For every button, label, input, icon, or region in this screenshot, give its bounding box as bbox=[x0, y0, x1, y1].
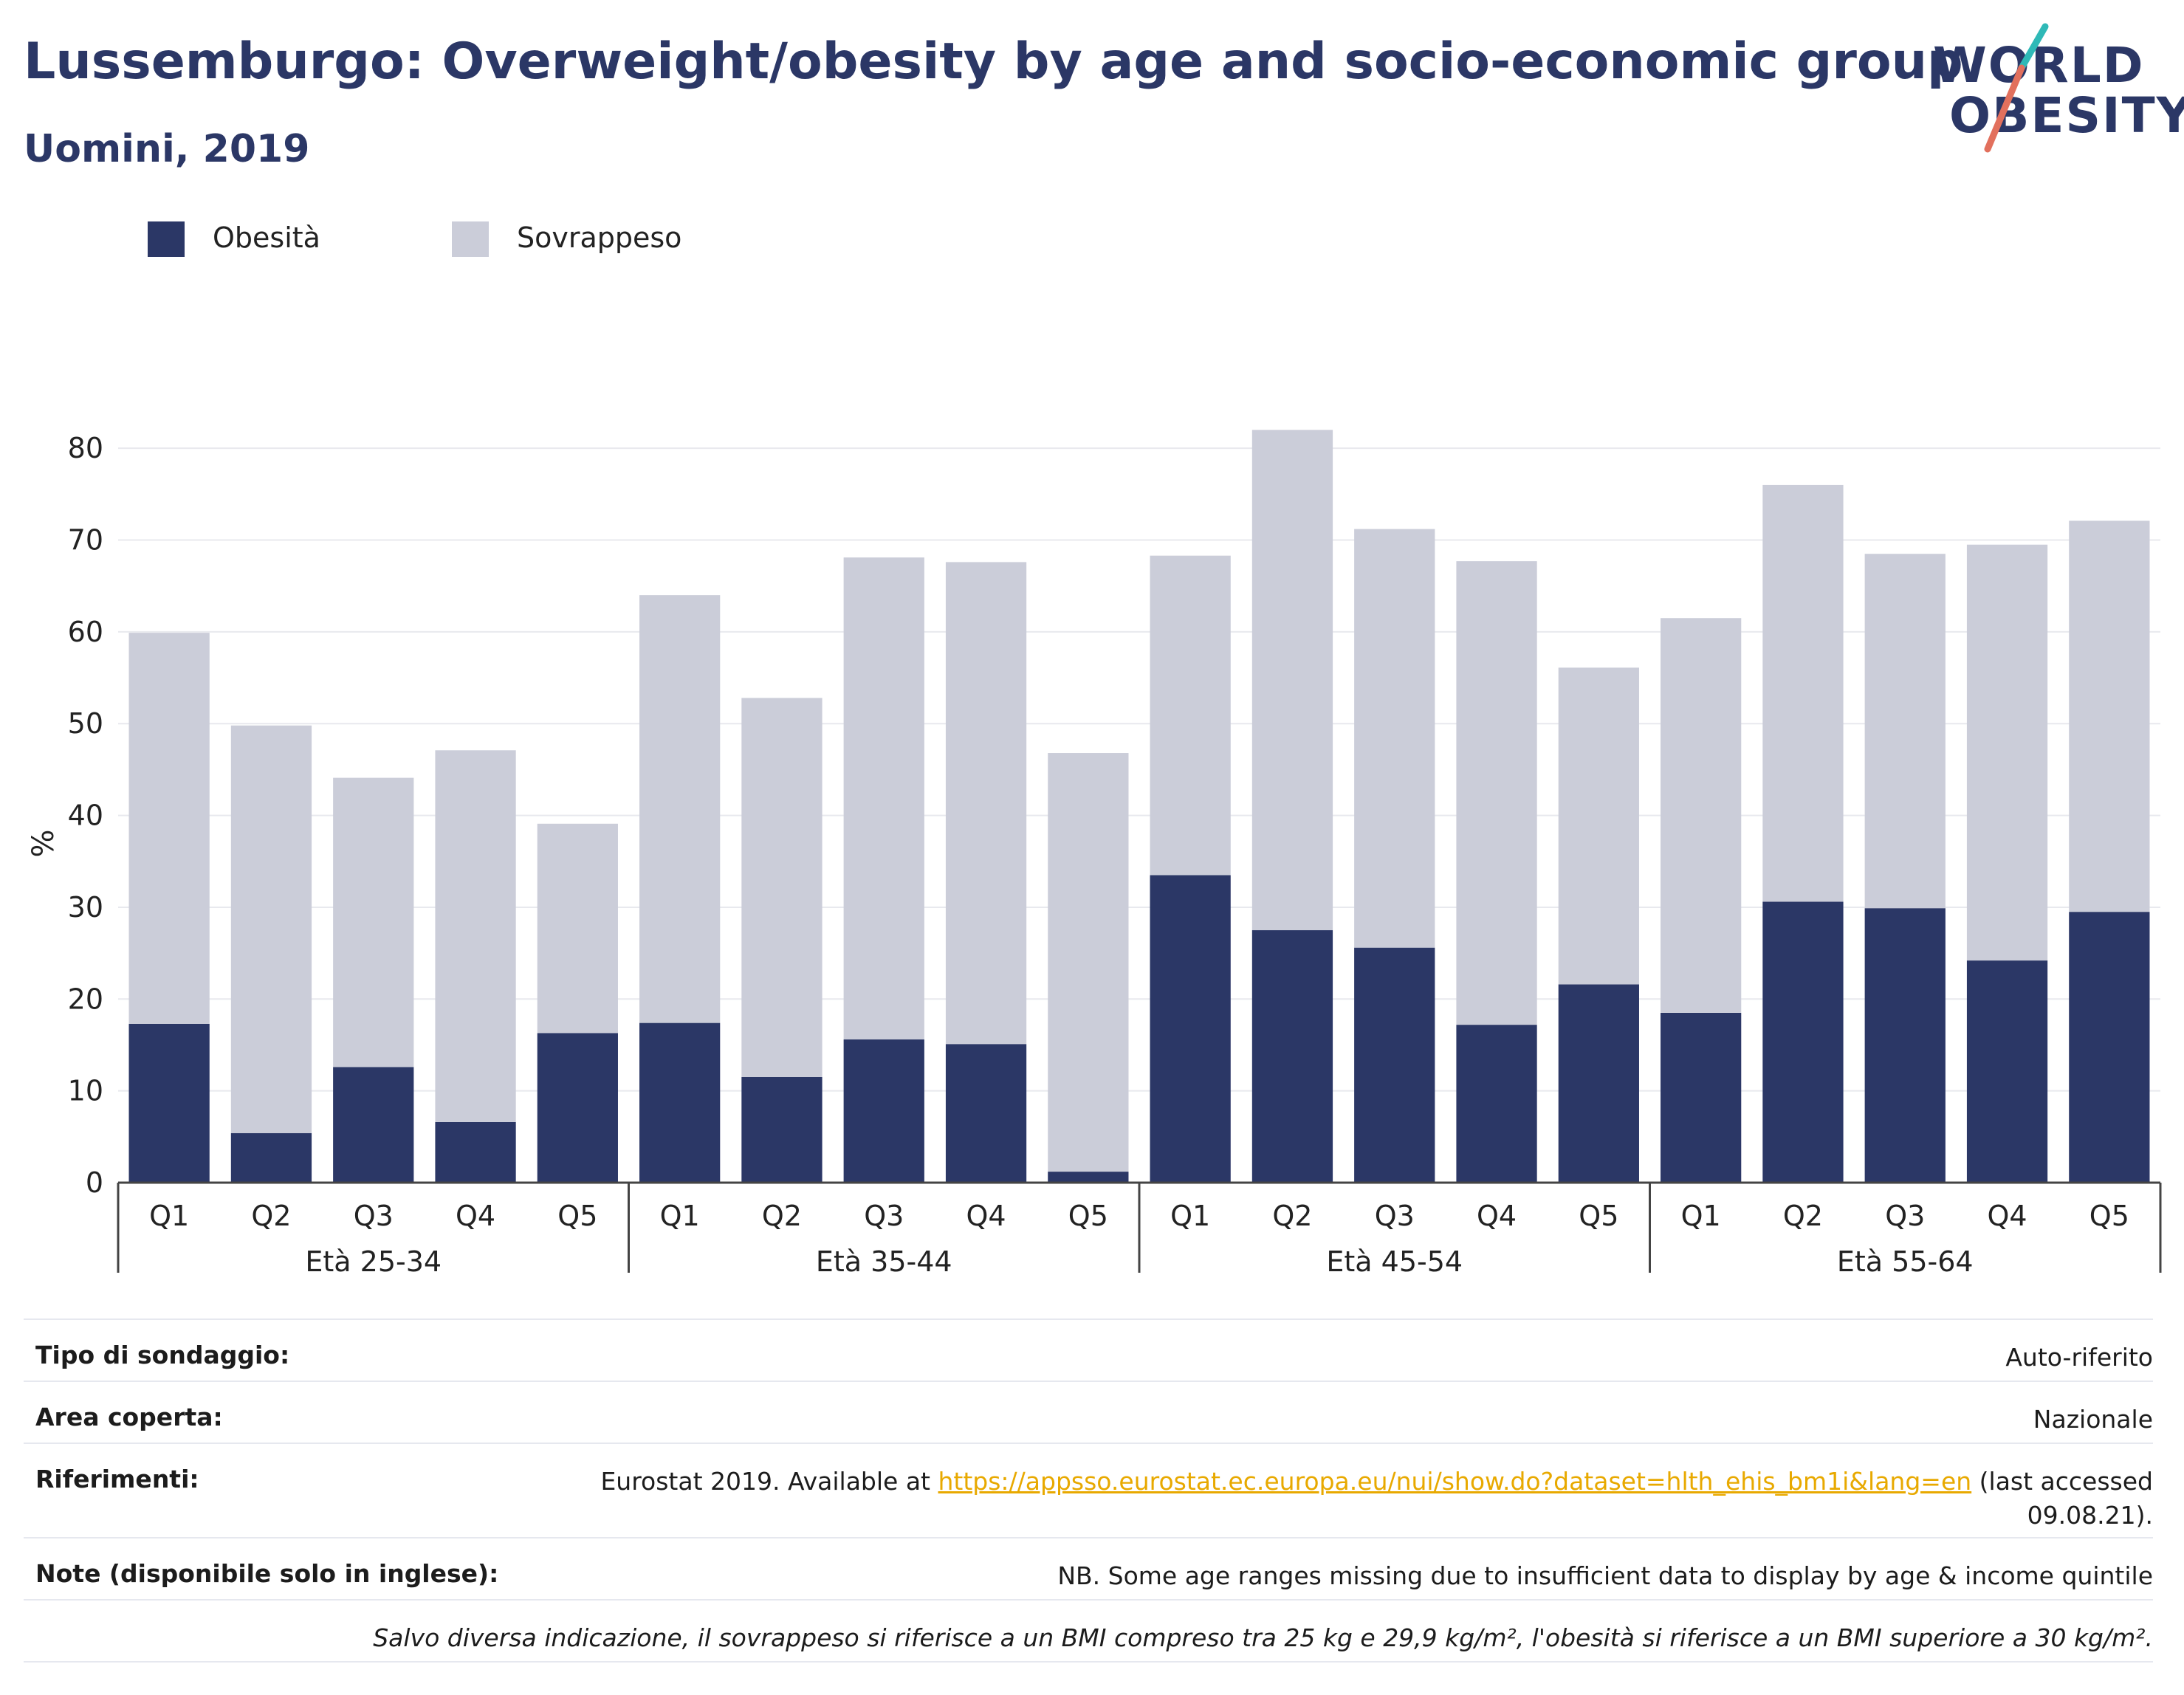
bar-overweight bbox=[946, 562, 1026, 1044]
group-label: Età 35-44 bbox=[816, 1245, 952, 1278]
references-suffix: (last accessed bbox=[1971, 1467, 2153, 1496]
bar-obesity bbox=[2069, 912, 2149, 1183]
info-table: Tipo di sondaggio: Auto-riferito Area co… bbox=[24, 1318, 2153, 1661]
bar-obesity bbox=[1048, 1172, 1128, 1183]
bar-obesity bbox=[1456, 1025, 1536, 1183]
x-tick-label: Q2 bbox=[1272, 1200, 1312, 1232]
bar-obesity bbox=[333, 1067, 413, 1183]
group-label: Età 45-54 bbox=[1326, 1245, 1463, 1278]
bar-obesity bbox=[231, 1133, 312, 1183]
y-tick-label: 80 bbox=[68, 432, 103, 464]
bar-obesity bbox=[1661, 1013, 1741, 1183]
y-tick-label: 20 bbox=[68, 983, 103, 1015]
bar-obesity bbox=[129, 1024, 210, 1183]
bar-overweight bbox=[1865, 554, 1946, 908]
info-row-area: Area coperta: Nazionale bbox=[24, 1381, 2153, 1443]
info-key-survey-type: Tipo di sondaggio: bbox=[35, 1341, 289, 1369]
group-label: Età 25-34 bbox=[305, 1245, 442, 1278]
bar-overweight bbox=[1252, 430, 1333, 930]
y-tick-label: 70 bbox=[68, 524, 103, 557]
info-key-references: Riferimenti: bbox=[35, 1465, 199, 1493]
x-tick-label: Q1 bbox=[1681, 1200, 1721, 1232]
bar-overweight bbox=[538, 824, 618, 1034]
bar-obesity bbox=[639, 1023, 720, 1183]
x-tick-label: Q4 bbox=[1477, 1200, 1517, 1232]
info-value-survey-type: Auto-riferito bbox=[2005, 1341, 2153, 1375]
x-tick-label: Q1 bbox=[149, 1200, 189, 1232]
bar-obesity bbox=[1150, 875, 1231, 1183]
references-link[interactable]: https://appsso.eurostat.ec.europa.eu/nui… bbox=[938, 1467, 1972, 1496]
info-row-notes: Note (disponibile solo in inglese): NB. … bbox=[24, 1537, 2153, 1599]
x-tick-label: Q4 bbox=[1988, 1200, 2027, 1232]
x-tick-label: Q2 bbox=[762, 1200, 802, 1232]
bar-obesity bbox=[1762, 901, 1843, 1183]
references-prefix: Eurostat 2019. Available at bbox=[600, 1467, 938, 1496]
x-tick-label: Q3 bbox=[1885, 1200, 1925, 1232]
y-tick-label: 30 bbox=[68, 891, 103, 924]
bar-overweight bbox=[639, 595, 720, 1022]
y-tick-label: 10 bbox=[68, 1075, 103, 1107]
bar-overweight bbox=[844, 557, 924, 1039]
footnote-text: Salvo diversa indicazione, il sovrappeso… bbox=[373, 1621, 2153, 1655]
bar-overweight bbox=[1354, 529, 1435, 948]
bar-obesity bbox=[1865, 908, 1946, 1183]
bar-overweight bbox=[1762, 485, 1843, 902]
x-tick-label: Q5 bbox=[1068, 1200, 1108, 1232]
x-tick-label: Q4 bbox=[966, 1200, 1006, 1232]
info-bottom-rule bbox=[24, 1661, 2153, 1663]
references-line2: 09.08.21). bbox=[2027, 1501, 2153, 1530]
x-tick-label: Q1 bbox=[660, 1200, 700, 1232]
bar-obesity bbox=[1559, 984, 1639, 1183]
info-value-area: Nazionale bbox=[2033, 1403, 2153, 1437]
y-tick-label: 0 bbox=[86, 1166, 103, 1199]
x-tick-label: Q1 bbox=[1170, 1200, 1210, 1232]
x-tick-label: Q5 bbox=[1579, 1200, 1618, 1232]
x-tick-label: Q5 bbox=[2089, 1200, 2129, 1232]
y-tick-label: 50 bbox=[68, 707, 103, 740]
bar-chart: 0 10 20 30 40 50 60 70 80% Q1 Q2 Q3 Q4 Q5 Q1 Q2 Q3 Q4 Q5 Q1… bbox=[0, 0, 2184, 1299]
bar-obesity bbox=[844, 1039, 924, 1183]
x-tick-label: Q3 bbox=[1375, 1200, 1415, 1232]
bar-overweight bbox=[741, 698, 822, 1077]
info-value-notes: NB. Some age ranges missing due to insuf… bbox=[1057, 1559, 2153, 1593]
bar-overweight bbox=[231, 726, 312, 1133]
bar-obesity bbox=[1354, 948, 1435, 1183]
bar-obesity bbox=[538, 1033, 618, 1183]
x-tick-label: Q3 bbox=[864, 1200, 904, 1232]
bar-obesity bbox=[741, 1077, 822, 1183]
bar-overweight bbox=[1967, 545, 2047, 960]
bar-obesity bbox=[435, 1122, 515, 1183]
bar-overweight bbox=[435, 750, 515, 1122]
bar-overweight bbox=[1048, 753, 1128, 1172]
bar-overweight bbox=[1559, 667, 1639, 984]
bar-obesity bbox=[1967, 960, 2047, 1183]
y-axis-label: % bbox=[27, 829, 61, 857]
x-tick-label: Q2 bbox=[251, 1200, 291, 1232]
bar-obesity bbox=[946, 1044, 1026, 1183]
bar-overweight bbox=[129, 633, 210, 1024]
info-row-references: Riferimenti: Eurostat 2019. Available at… bbox=[24, 1443, 2153, 1537]
info-row-footnote: Salvo diversa indicazione, il sovrappeso… bbox=[24, 1599, 2153, 1661]
group-label: Età 55-64 bbox=[1837, 1245, 1974, 1278]
info-row-survey-type: Tipo di sondaggio: Auto-riferito bbox=[24, 1318, 2153, 1381]
x-tick-label: Q3 bbox=[354, 1200, 394, 1232]
y-tick-label: 40 bbox=[68, 800, 103, 832]
info-value-references: Eurostat 2019. Available at https://apps… bbox=[600, 1465, 2153, 1533]
bar-obesity bbox=[1252, 930, 1333, 1183]
bar-overweight bbox=[333, 778, 413, 1067]
info-key-area: Area coperta: bbox=[35, 1403, 223, 1431]
x-tick-label: Q2 bbox=[1783, 1200, 1823, 1232]
bar-overweight bbox=[1661, 618, 1741, 1013]
x-tick-label: Q4 bbox=[456, 1200, 495, 1232]
x-tick-label: Q5 bbox=[557, 1200, 597, 1232]
y-tick-label: 60 bbox=[68, 616, 103, 648]
info-key-notes: Note (disponibile solo in inglese): bbox=[35, 1559, 498, 1588]
bar-overweight bbox=[1150, 556, 1231, 876]
bar-overweight bbox=[2069, 520, 2149, 912]
bar-overweight bbox=[1456, 561, 1536, 1025]
